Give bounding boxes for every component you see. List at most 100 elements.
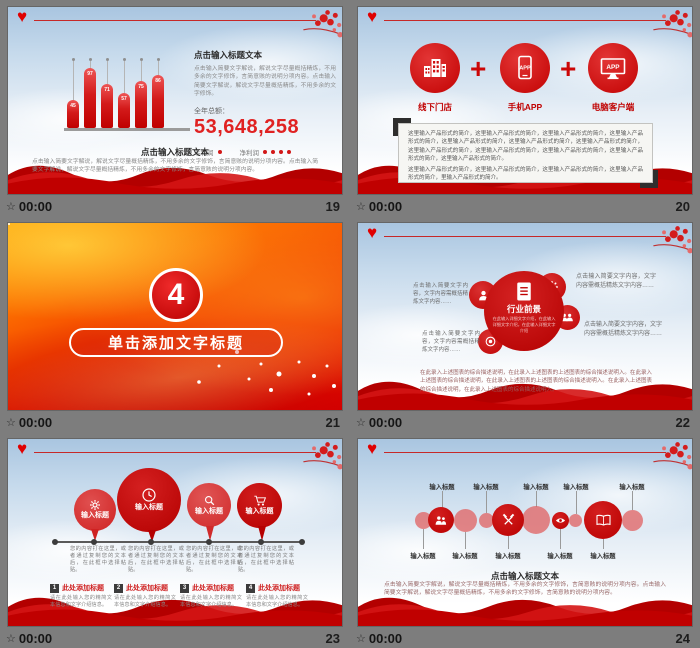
heart-icon: ♥ [367,7,378,26]
timeline-balloon: 输入标题 [117,468,181,532]
slide-thumbnail-24[interactable]: ♥ [358,439,692,626]
slide-number: 24 [675,631,690,646]
panel-title: 点击输入标题文本 [194,50,263,60]
bubble [492,504,524,536]
cart-icon [253,496,266,507]
bar: 71 [101,84,113,128]
slide-thumbnail-20[interactable]: ♥ + APP + [358,7,692,194]
timeline-balloon: 输入标题 [74,489,116,531]
step-number-badge: 2 [114,583,123,593]
note-text: 点击输入简要文字内容，文字内容需概括精炼文字内容…… [413,283,469,305]
slide-thumbnail-23[interactable]: ♥ 输入标题 [8,439,342,626]
corner-bracket [393,118,411,136]
book-icon [595,514,611,526]
slide-timer: ☆ 00:00 [356,415,402,430]
connector-line [632,491,633,510]
step-title: 此处添加标题 [258,585,300,592]
note-text: 点击输入简要文字内容，文字内容需概括精炼文字内容…… [584,322,663,337]
slide-number: 21 [325,415,340,430]
bar-chart: 45 97 71 57 75 86 [67,58,164,128]
transition-star-icon[interactable]: ☆ [6,201,16,213]
slide-thumbnail-21[interactable]: 4 单击添加文字标题 [8,223,342,410]
bottom-section-title: 点击输入标题文本 [490,571,559,581]
timeline-balloon: 输入标题 [237,483,282,528]
bar: 45 [67,100,79,128]
bar-value: 75 [138,84,144,90]
eye-icon [555,517,565,523]
numbered-step: 4 此处添加标题 请在此处输入您的精简文本信息和文字介绍信息。 [246,583,308,609]
section-number-badge: 4 [149,268,203,322]
slide-thumbnail-19[interactable]: ♥ 45 97 71 57 75 86 点击输入标题文本 点击输入简要文字解说，… [8,7,342,194]
connector-line [508,536,509,549]
transition-star-icon[interactable]: ☆ [356,417,366,429]
slide-number: 19 [325,199,340,214]
header-divider-line [34,20,316,21]
bar: 75 [135,81,147,128]
legend-dot [271,149,275,154]
step-body: 请在此处输入您的精简文本信息和文字介绍信息。 [180,595,242,609]
slide-thumbnail-22[interactable]: ♥ 行业前景 在此输入详细文字介绍，在此输入详细文字介绍，在此输入详细文字介绍 [358,223,692,410]
legend-label: 毛利润 [194,149,214,157]
slide-timer: ☆ 00:00 [6,199,52,214]
mobile-app-icon: APP [518,55,532,80]
header-divider-line [384,236,666,237]
bubble [414,511,432,529]
slide-timer: ☆ 00:00 [6,631,52,646]
bubble-label: 输入标题 [473,484,499,491]
bubble [584,501,622,539]
bubble-label: 输入标题 [619,484,645,491]
timeline-dot [206,538,212,545]
slide-cell-21: 4 单击添加文字标题 ☆ 00:00 21 [0,216,350,432]
timer-text: 00:00 [368,415,403,430]
plus-sign: + [470,53,487,84]
balloon-tail [257,526,266,541]
transition-star-icon[interactable]: ☆ [6,633,16,645]
channel-circle: APP [588,43,638,93]
legend-label: 净利润 [239,149,260,157]
timer-text: 00:00 [18,199,53,214]
balloon-tail [206,526,214,541]
note-text: 点击输入简要文字内容，文字内容需概括精炼文字内容…… [422,331,480,353]
bubble-label: 输入标题 [547,553,573,560]
panel-body: 点击输入简要文字解说，解说文字尽量概括精炼，不用多余的文字修饰，言简意赅的说明分… [194,66,336,98]
channel-circle: APP [500,43,550,93]
transition-star-icon[interactable]: ☆ [356,201,366,213]
connector-line [560,529,561,549]
balloon-tail [91,529,99,541]
store-building-icon [424,59,446,77]
bar-value: 71 [104,87,110,93]
numbered-step: 3 此处添加标题 请在此处输入您的精简文本信息和文字介绍信息。 [180,583,242,609]
slide-timer: ☆ 00:00 [356,631,402,646]
sparkles-decoration [8,223,10,225]
numbered-step: 2 此处添加标题 请在此处输入您的精简文本信息和文字介绍信息。 [114,583,176,609]
description-text: 这里输入产品形式的简介，这里输入产品形式的简介，这里输入产品形式的简介，这里输入… [399,124,652,183]
center-title: 行业前景 [506,304,541,314]
channel-label: 线下门店 [417,102,452,112]
bottom-section-body: 点击输入简要文字解说，解说文字尽量概括精炼，不用多余的文字修饰，言简意赅的说明分… [384,582,666,597]
step-body: 请在此处输入您的精简文本信息和文字介绍信息。 [246,595,308,609]
bar: 57 [118,93,130,128]
bar: 97 [84,68,96,128]
medal-icon [485,336,496,347]
heart-icon: ♥ [367,439,378,458]
two-people-icon [435,515,447,525]
bubble [428,507,454,533]
bar-value: 57 [121,96,127,102]
timer-text: 00:00 [368,631,403,646]
timeline-dot [52,538,58,545]
connector-line [603,539,604,549]
clock-icon [142,488,156,503]
balloon-tail [147,530,156,542]
bar-value: 97 [87,71,93,77]
bar-column: 71 [101,58,113,128]
bubble-label: 输入标题 [429,484,455,491]
plum-blossom-icon [653,10,692,38]
plus-sign: + [560,53,577,84]
transition-star-icon[interactable]: ☆ [356,633,366,645]
slide-cell-24: ♥ [350,432,700,648]
summary-text: 在此录入上述图表的综合描述说明，在此录入上述图表的上述图表的综合描述说明入。在此… [420,370,652,393]
transition-star-icon[interactable]: ☆ [6,417,16,429]
slide-cell-22: ♥ 行业前景 在此输入详细文字介绍，在此输入详细文字介绍，在此输入详细文字介绍 [350,216,700,432]
description-paragraph: 这里输入产品形式的简介，这里输入产品形式的简介，这里输入产品形式的简介，这里输入… [408,167,643,182]
step-title: 此处添加标题 [192,585,234,592]
